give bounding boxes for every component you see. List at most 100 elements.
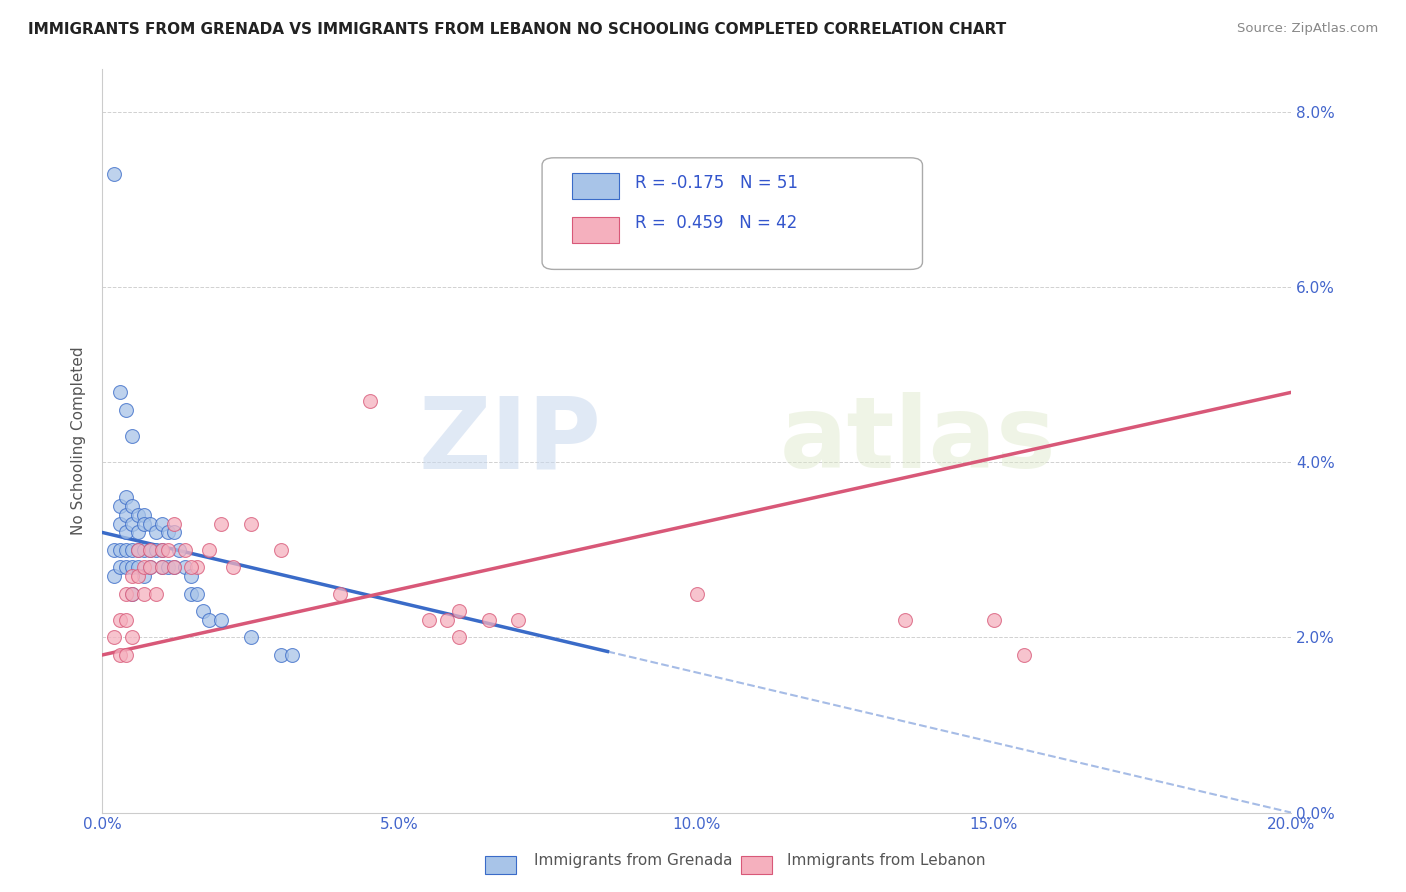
Point [447,631,470,645]
Point [150,516,173,531]
Point [121,587,143,601]
Point [180,587,202,601]
FancyBboxPatch shape [572,218,620,244]
Point [103,569,125,583]
Point [115,403,138,417]
Point [893,613,915,627]
Point [132,569,155,583]
Point [209,516,232,531]
Point [150,560,173,574]
Point [418,613,440,627]
Point [103,631,125,645]
Point [174,560,197,574]
Point [477,613,499,627]
Point [108,543,131,558]
Point [186,587,208,601]
Point [127,508,149,522]
Text: atlas: atlas [780,392,1056,489]
Point [127,569,149,583]
Point [508,613,530,627]
Point [685,587,707,601]
Point [139,543,162,558]
FancyBboxPatch shape [572,173,620,199]
Point [447,604,470,618]
Point [139,560,162,574]
Point [115,508,138,522]
Point [436,613,458,627]
Point [115,525,138,540]
Point [127,543,149,558]
Text: Immigrants from Lebanon: Immigrants from Lebanon [787,854,986,868]
Text: Source: ZipAtlas.com: Source: ZipAtlas.com [1237,22,1378,36]
Point [108,648,131,662]
Point [127,543,149,558]
Point [139,516,162,531]
Point [108,385,131,400]
Point [121,543,143,558]
Point [150,560,173,574]
Point [239,516,262,531]
Point [121,569,143,583]
Point [127,525,149,540]
Point [121,560,143,574]
Text: Immigrants from Grenada: Immigrants from Grenada [534,854,733,868]
Point [804,175,827,189]
Point [169,543,191,558]
Point [121,516,143,531]
Point [162,525,184,540]
Text: R =  0.459   N = 42: R = 0.459 N = 42 [634,213,797,232]
Point [145,525,167,540]
Point [222,560,245,574]
Point [193,604,215,618]
Point [108,499,131,513]
FancyBboxPatch shape [543,158,922,269]
Point [132,516,155,531]
Text: ZIP: ZIP [419,392,602,489]
Text: R = -0.175   N = 51: R = -0.175 N = 51 [634,174,797,192]
Point [108,516,131,531]
Point [121,587,143,601]
Point [132,587,155,601]
Point [162,516,184,531]
Point [115,613,138,627]
Point [198,613,221,627]
Point [139,560,162,574]
Point [239,631,262,645]
Point [132,543,155,558]
Point [132,508,155,522]
Point [145,587,167,601]
Point [127,560,149,574]
Point [174,543,197,558]
Point [115,543,138,558]
Point [359,394,381,409]
Point [115,560,138,574]
Point [150,543,173,558]
Point [180,560,202,574]
Point [115,587,138,601]
Point [145,543,167,558]
Point [156,525,179,540]
Point [121,631,143,645]
Point [281,648,304,662]
Point [156,543,179,558]
Point [156,560,179,574]
Point [139,543,162,558]
Point [132,560,155,574]
Point [150,543,173,558]
Text: IMMIGRANTS FROM GRENADA VS IMMIGRANTS FROM LEBANON NO SCHOOLING COMPLETED CORREL: IMMIGRANTS FROM GRENADA VS IMMIGRANTS FR… [28,22,1007,37]
Point [108,613,131,627]
Point [270,543,292,558]
Point [209,613,232,627]
Point [121,499,143,513]
Point [198,543,221,558]
Point [103,543,125,558]
Point [186,560,208,574]
Point [983,613,1005,627]
Point [103,167,125,181]
Point [270,648,292,662]
Point [180,569,202,583]
Point [1012,648,1035,662]
Point [121,429,143,443]
Point [115,648,138,662]
Point [329,587,352,601]
